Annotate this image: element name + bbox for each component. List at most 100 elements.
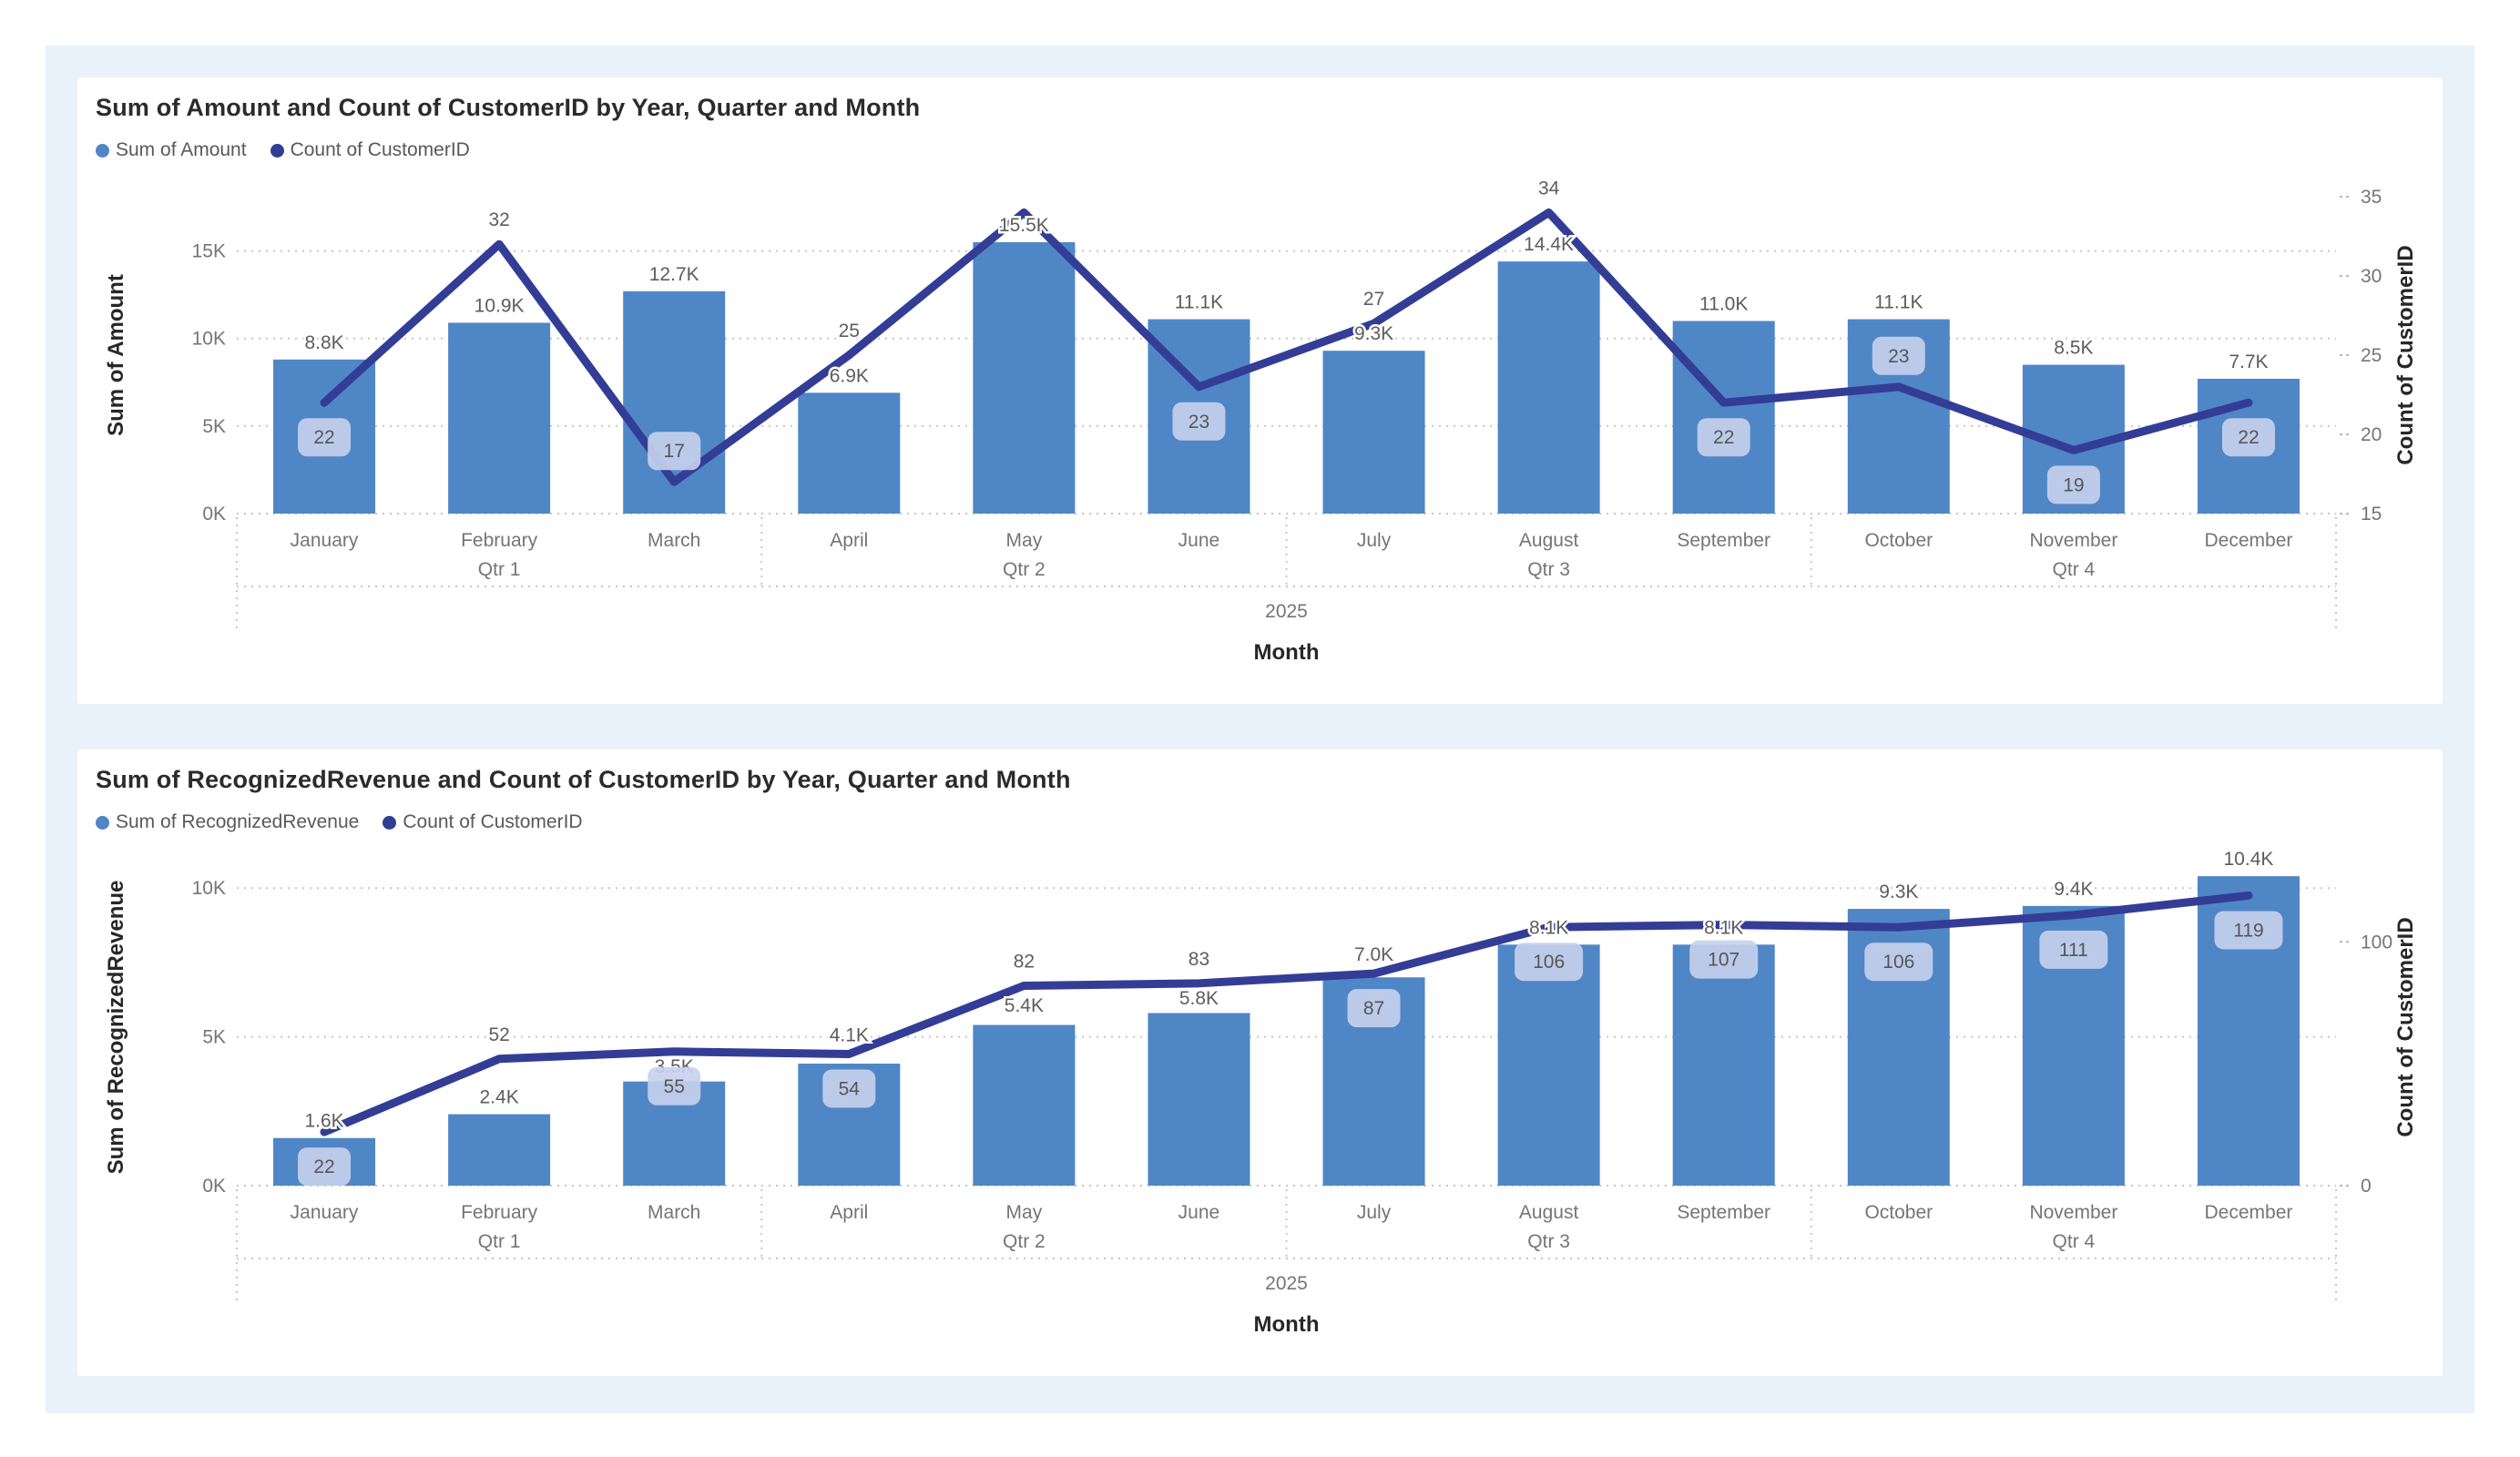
legend-item-bar-series[interactable]: Sum of RecognizedRevenue [96,811,359,833]
x-quarter-label: Qtr 3 [1527,559,1570,580]
bar-data-label: 8.1K [1529,917,1568,938]
y-left-tick-label: 5K [202,416,226,437]
x-month-label-December: December [2205,530,2293,551]
bar-June[interactable] [1148,1013,1250,1186]
x-quarter-label: Qtr 4 [2053,559,2096,580]
x-month-label-October: October [1864,530,1933,551]
bar-data-label: 10.9K [474,295,525,316]
bar-February[interactable] [448,322,551,514]
x-month-label-April: April [830,530,868,551]
bar-data-label: 11.0K [1699,294,1748,315]
line-data-label-box [1864,942,1933,982]
x-quarter-label: Qtr 2 [1003,1231,1046,1252]
line-data-label: 55 [664,1076,685,1097]
y-left-tick-label: 0K [202,1176,226,1197]
line-data-label-box [1515,942,1584,982]
bar-August[interactable] [1497,944,1600,1186]
x-axis-title: Month [1254,1312,1320,1337]
line-data-label: 119 [2233,920,2263,941]
line-data-label-box [2214,911,2283,950]
line-data-label-box [2046,465,2100,504]
chart-card-recognized-revenue: Sum of RecognizedRevenue and Count of Cu… [77,749,2443,1376]
line-data-label: 34 [1538,178,1560,199]
bar-data-label: 9.3K [1879,881,1918,902]
bar-data-label: 11.1K [1874,292,1923,313]
line-data-label-box [1689,940,1759,979]
line-data-label-box [822,1069,876,1108]
legend-dot-icon [383,815,397,830]
line-data-label-box [1697,418,1750,457]
bar-July[interactable] [1322,351,1425,514]
x-month-label-May: May [1006,1202,1043,1223]
bar-data-label: 12.7K [649,264,699,285]
legend-label: Count of CustomerID [290,139,470,160]
x-month-label-March: March [648,1202,700,1223]
line-data-label: 22 [313,427,334,448]
line-data-label: 106 [1533,952,1565,973]
chart-title: Sum of Amount and Count of CustomerID by… [96,94,921,121]
line-data-label-box [648,1066,701,1105]
bar-data-label: 11.1K [1175,292,1223,313]
bar-data-label: 15.5K [999,215,1049,236]
line-data-label-box [1872,336,1925,375]
line-data-label-box [1172,402,1226,441]
legend-label: Sum of RecognizedRevenue [116,811,360,832]
y-left-axis-title: Sum of Amount [104,274,128,436]
x-month-label-June: June [1178,1202,1220,1223]
y-right-axis-title: Count of CustomerID [2393,245,2418,464]
y-right-tick-label: 100 [2361,932,2392,953]
line-data-label-box [648,432,701,471]
x-month-label-September: September [1677,530,1770,551]
y-right-tick-label: 0 [2361,1176,2372,1197]
legend-item-line-series[interactable]: Count of CustomerID [270,139,470,161]
y-left-tick-label: 10K [192,329,226,350]
line-data-label: 17 [664,441,685,462]
line-data-label: 107 [1708,950,1740,971]
legend-dot-icon [96,143,109,158]
bar-August[interactable] [1497,261,1600,514]
y-left-tick-label: 15K [192,241,226,262]
line-data-label: 52 [488,1024,509,1045]
line-series[interactable] [320,891,2253,1136]
bar-September[interactable] [1672,321,1775,514]
bar-May[interactable] [973,241,1076,514]
bar-data-label: 6.9K [830,365,869,386]
y-left-tick-label: 10K [192,878,226,899]
bar-data-label: 2.4K [480,1087,519,1108]
legend-item-line-series[interactable]: Count of CustomerID [383,811,583,833]
x-month-label-January: January [291,530,359,551]
line-data-label: 23 [1888,346,1909,367]
line-data-label-box [2221,418,2275,457]
line-data-label: 54 [839,1078,861,1099]
bar-data-label: 5.4K [1005,995,1044,1016]
combo-chart-amount[interactable]: 0K 5K 10K 15K 15 20 25 30 35 Sum of Amount Count o… [96,169,2424,687]
bar-April[interactable] [798,392,901,514]
legend: Sum of Amount Count of CustomerID [96,137,2424,164]
x-quarter-label: Qtr 2 [1003,559,1046,580]
legend-label: Sum of Amount [116,139,247,160]
bar-data-label: 4.1K [830,1024,869,1045]
x-axis-title: Month [1254,640,1320,665]
line-data-label: 106 [1882,952,1914,973]
y-left-axis-title: Sum of RecognizedRevenue [104,881,128,1175]
combo-chart-recognized-revenue[interactable]: 0K 5K 10K 0 100 Sum of RecognizedRevenue Count… [96,841,2424,1359]
bar-data-label: 9.4K [2054,879,2093,900]
line-data-label: 32 [488,209,509,230]
bar-data-label: 14.4K [1524,234,1574,255]
bar-February[interactable] [448,1114,551,1186]
chart-card-amount: Sum of Amount and Count of CustomerID by… [77,77,2443,704]
bar-May[interactable] [973,1024,1076,1186]
chart-title: Sum of RecognizedRevenue and Count of Cu… [96,766,1071,793]
x-month-label-November: November [2029,530,2117,551]
report-page-background: Sum of Amount and Count of CustomerID by… [46,46,2474,1413]
x-quarter-label: Qtr 4 [2053,1231,2096,1252]
line-data-label: 87 [1363,998,1384,1019]
line-data-label: 82 [1014,951,1035,972]
line-series[interactable] [320,208,2253,486]
line-data-label-box [298,418,352,457]
y-right-tick-label: 35 [2361,187,2382,208]
legend-dot-icon [96,815,109,830]
bar-September[interactable] [1672,944,1775,1186]
legend-item-bar-series[interactable]: Sum of Amount [96,139,247,161]
